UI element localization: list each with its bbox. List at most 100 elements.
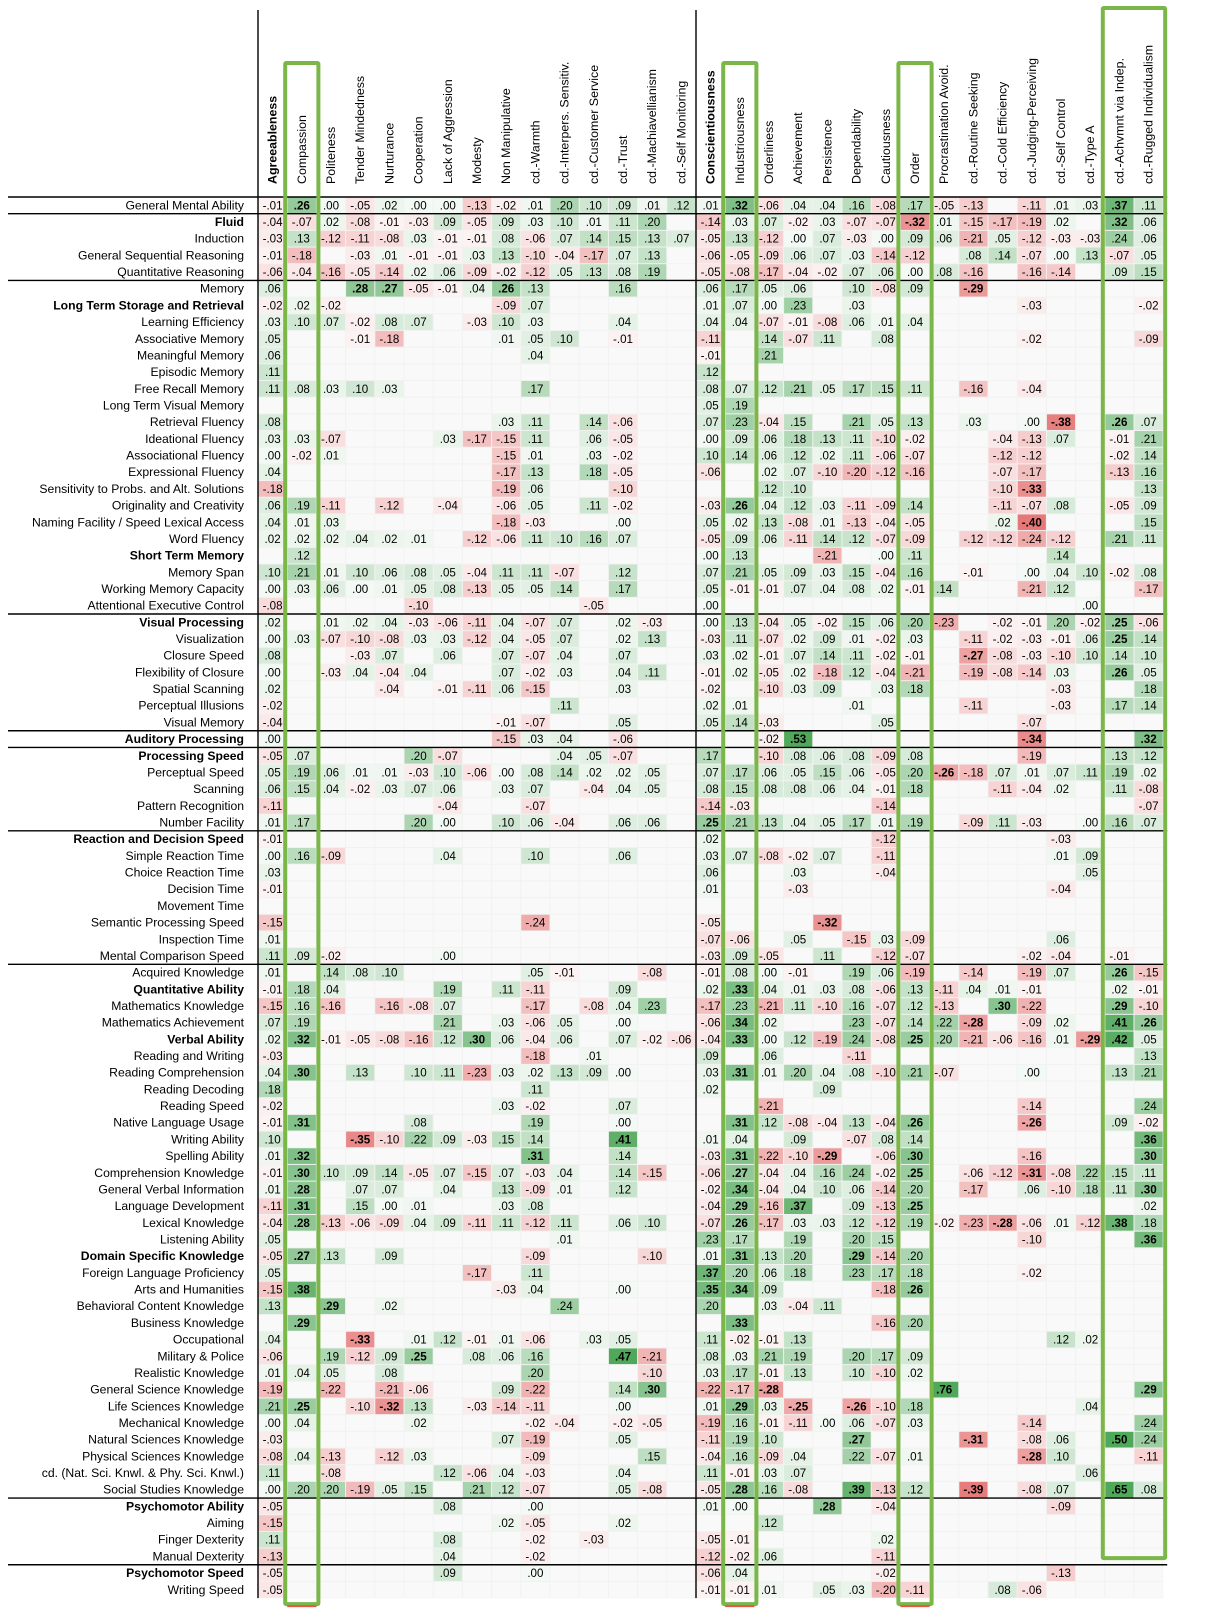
heatmap-cell (433, 564, 462, 581)
heatmap-value: -.31 (963, 1434, 984, 1447)
heatmap-value: -.22 (701, 1384, 721, 1397)
heatmap-cell-empty (667, 697, 696, 714)
heatmap-cell-empty (462, 647, 492, 664)
heatmap-cell-empty (959, 914, 988, 931)
heatmap-cell-empty (462, 380, 492, 397)
heatmap-cell-empty (550, 681, 579, 697)
heatmap-value: .20 (1053, 616, 1069, 629)
heatmap-cell-empty (462, 931, 492, 948)
heatmap-cell-empty (404, 481, 433, 497)
heatmap-value: .30 (644, 1384, 660, 1397)
heatmap-value: .15 (878, 1234, 894, 1247)
heatmap-cell-empty (900, 481, 930, 497)
heatmap-cell-empty (404, 1531, 433, 1548)
heatmap-value: .06 (1024, 1183, 1040, 1196)
heatmap-cell-empty (1105, 1315, 1134, 1331)
heatmap-value: .23 (790, 299, 806, 312)
heatmap-value: .03 (265, 867, 281, 880)
heatmap-value: -.22 (321, 1384, 341, 1397)
heatmap-cell (462, 197, 492, 214)
heatmap-cell-empty (579, 1431, 608, 1448)
heatmap-cell (754, 464, 784, 481)
heatmap-value: .08 (849, 750, 865, 763)
heatmap-value: .13 (498, 249, 514, 262)
heatmap-value: .08 (615, 266, 631, 279)
heatmap-value: .08 (265, 650, 281, 663)
heatmap-value: .02 (790, 666, 806, 679)
heatmap-value: -.18 (496, 516, 516, 529)
heatmap-cell-empty (287, 1131, 316, 1148)
heatmap-cell-empty (550, 414, 579, 431)
heatmap-cell-empty (725, 364, 754, 380)
heatmap-cell-empty (492, 1581, 521, 1598)
heatmap-cell (900, 314, 930, 330)
heatmap-value: -.03 (525, 1167, 545, 1180)
heatmap-cell-empty (667, 1481, 696, 1498)
heatmap-cell-empty (462, 998, 492, 1014)
heatmap-cell (696, 464, 725, 481)
heatmap-cell-empty (638, 597, 667, 614)
row-label: Domain Specific Knowledge (81, 1249, 244, 1263)
heatmap-cell (1017, 531, 1046, 547)
heatmap-cell-empty (346, 881, 375, 898)
heatmap-value: -.09 (525, 1183, 545, 1196)
heatmap-value: .04 (732, 1567, 749, 1580)
heatmap-value: -.07 (876, 533, 896, 546)
heatmap-cell-empty (930, 547, 959, 564)
heatmap-value: .10 (790, 483, 806, 496)
heatmap-value: -.12 (963, 533, 983, 546)
heatmap-value: .11 (265, 366, 280, 379)
heatmap-cell-empty (667, 931, 696, 948)
heatmap-value: -.01 (438, 249, 458, 262)
heatmap-cell-empty (375, 981, 404, 998)
heatmap-cell-empty (638, 581, 667, 597)
heatmap-cell-empty (667, 764, 696, 781)
heatmap-cell-empty (579, 564, 608, 581)
heatmap-value: .02 (381, 199, 397, 212)
heatmap-value: -.01 (613, 333, 633, 346)
heatmap-value: -.05 (613, 466, 633, 479)
heatmap-value: -.08 (1022, 1484, 1042, 1497)
heatmap-cell-empty (433, 964, 462, 981)
heatmap-cell (1134, 414, 1163, 431)
heatmap-cell-empty (1076, 297, 1105, 314)
heatmap-cell-empty (404, 981, 433, 998)
heatmap-cell (725, 247, 754, 264)
heatmap-value: .27 (732, 1167, 748, 1180)
heatmap-cell-empty (930, 681, 959, 697)
heatmap-cell-empty (959, 714, 988, 731)
heatmap-cell-empty (900, 1531, 930, 1548)
heatmap-cell (287, 497, 316, 514)
heatmap-cell-empty (462, 481, 492, 497)
heatmap-value: -.01 (1109, 950, 1129, 963)
column-label: cd.-Warmth (528, 120, 542, 184)
heatmap-value: .15 (411, 1484, 427, 1497)
heatmap-cell-empty (930, 714, 959, 731)
heatmap-cell-empty (959, 1365, 988, 1381)
heatmap-value: .02 (411, 266, 427, 279)
heatmap-cell-empty (784, 1281, 813, 1298)
heatmap-cell-empty (316, 1548, 346, 1565)
heatmap-cell (900, 214, 930, 230)
heatmap-cell-empty (492, 1248, 521, 1265)
heatmap-cell-empty (813, 280, 842, 297)
heatmap-cell (871, 197, 900, 214)
heatmap-value: .11 (440, 1067, 455, 1080)
heatmap-cell-empty (842, 397, 871, 414)
heatmap-cell (521, 380, 550, 397)
heatmap-cell-empty (404, 797, 433, 814)
heatmap-cell (492, 230, 521, 247)
heatmap-cell (959, 414, 988, 431)
row-label: Reading Decoding (144, 1082, 244, 1096)
heatmap-cell (1076, 197, 1105, 214)
heatmap-cell-empty (346, 681, 375, 697)
row-label: Finger Dexterity (158, 1533, 245, 1547)
heatmap-value: .01 (703, 1400, 719, 1413)
heatmap-value: -.04 (467, 566, 488, 579)
heatmap-value: -.01 (263, 249, 283, 262)
heatmap-cell-empty (579, 881, 608, 898)
heatmap-cell (1134, 247, 1163, 264)
heatmap-cell (842, 380, 871, 397)
row-label: Foreign Language Proficiency (82, 1266, 245, 1280)
heatmap-value: .14 (1141, 700, 1158, 713)
